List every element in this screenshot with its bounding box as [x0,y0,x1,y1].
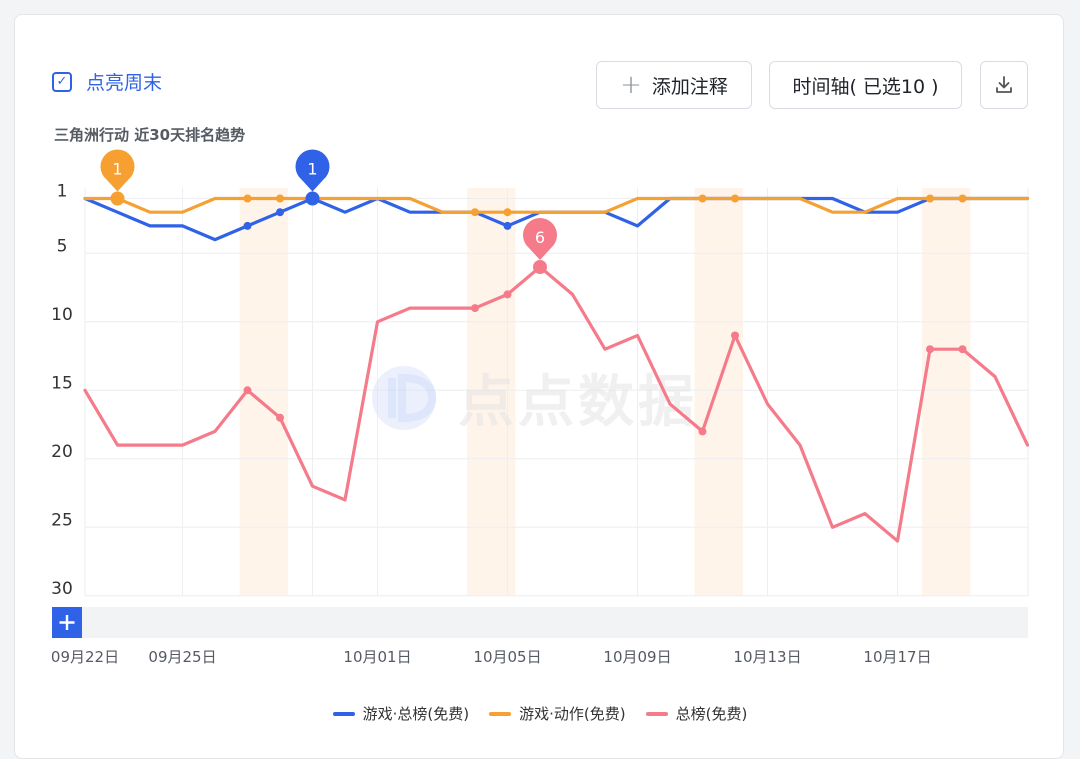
series-marker [276,413,284,422]
series-marker [276,194,284,203]
series-marker [471,304,479,313]
series-marker [731,331,739,340]
series-marker [926,194,934,203]
pin-marker [295,149,330,192]
watermark-text: 点点数据 [458,370,698,435]
legend-label: 总榜(免费) [675,705,748,723]
add-annotation-button[interactable]: + 添加注释 [596,61,752,109]
y-tick-label: 15 [51,373,73,393]
y-tick-label: 10 [51,305,73,325]
pin-marker [523,218,557,260]
legend-item[interactable]: 总榜(免费) [645,703,748,724]
series-line [83,196,1030,214]
legend-swatch [645,711,668,716]
range-slider-handle[interactable] [52,607,82,638]
download-icon [996,76,1012,93]
x-tick-label: 09月25日 [148,648,216,666]
series-marker [698,194,707,203]
series-marker [471,208,479,217]
check-icon[interactable]: ✓ [52,71,72,92]
watermark: 点点数据 [372,366,698,435]
legend-label: 游戏·总榜(免费) [362,705,470,723]
series-marker [243,221,252,230]
series-marker [698,427,707,436]
highlight-weekend-label: 点亮周末 [86,72,163,94]
series-marker [503,221,512,230]
x-tick-label: 10月05日 [473,648,541,666]
y-tick-label: 25 [51,510,73,530]
pin-anchor-point [533,260,547,274]
add-annotation-label: 添加注释 [651,75,728,98]
series-marker [243,194,252,203]
highlight-weekend-toggle[interactable]: ✓ 点亮周末 [52,68,162,95]
pin-label: 1 [112,160,122,179]
timeline-button[interactable]: 时间轴( 已选10 ) [769,61,962,109]
x-tick-label: 10月01日 [343,648,411,666]
plus-icon: + [620,70,642,100]
legend-item[interactable]: 游戏·总榜(免费) [332,703,470,724]
series-marker [958,345,967,354]
legend-swatch [489,711,512,716]
weekend-band [694,188,743,596]
chart-subtitle: 三角洲行动 近30天排名趋势 [54,126,246,144]
legend-item[interactable]: 游戏·动作(免费) [489,703,626,724]
x-tick-label: 10月09日 [603,648,671,666]
watermark-logo-mark [388,373,437,423]
y-tick-label: 20 [51,442,73,462]
timeline-label: 时间轴( 已选10 ) [792,75,939,98]
chart-legend: 游戏·总榜(免费) 游戏·动作(免费) 总榜(免费) [0,703,1080,724]
pin-label: 1 [307,160,317,179]
series-marker [731,194,739,203]
series-marker [276,208,284,217]
download-button[interactable] [980,61,1028,109]
y-tick-label: 1 [57,182,68,202]
series-marker [926,345,934,354]
y-tick-label: 5 [57,236,68,256]
series-marker [958,194,967,203]
weekend-band [922,188,971,596]
pin-anchor-point [305,191,320,206]
series-marker [243,386,252,395]
series-marker [503,290,512,299]
series-marker [503,208,512,217]
pin-anchor-point [110,191,125,206]
x-tick-label: 10月13日 [733,648,801,666]
range-slider-track [52,607,1028,638]
y-tick-label: 30 [51,579,73,599]
pin-marker [100,149,135,192]
pin-label: 6 [535,228,545,247]
plus-icon [59,615,75,630]
legend-swatch [332,711,355,716]
x-tick-label: 09月22日 [51,648,119,666]
series-line [83,265,1030,543]
legend-label: 游戏·动作(免费) [519,705,626,723]
x-tick-label: 10月17日 [863,648,931,666]
